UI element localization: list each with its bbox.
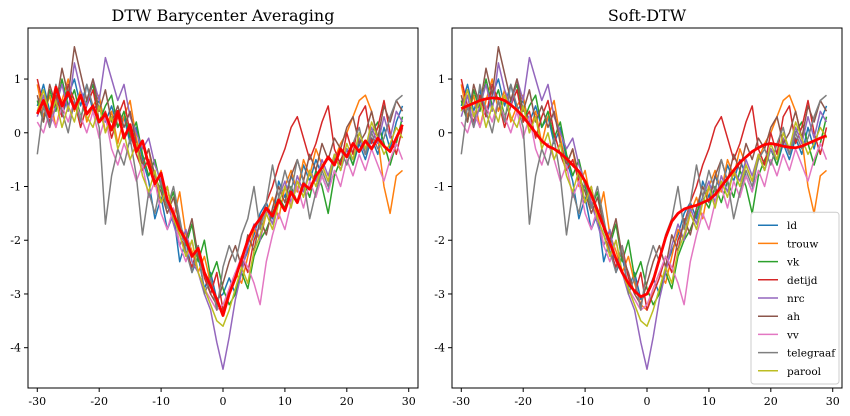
chart-title: Soft-DTW [608, 6, 687, 25]
y-tick-label: -3 [434, 288, 445, 301]
y-tick-label: -3 [10, 288, 21, 301]
legend-box [750, 211, 840, 385]
legend-label: trouw [787, 238, 818, 250]
legend-label: detijd [787, 275, 818, 287]
y-tick-label: 1 [438, 73, 445, 86]
x-tick-label: 20 [764, 395, 778, 408]
legend-item-trouw: trouw [758, 238, 818, 250]
x-tick-label: -30 [452, 395, 470, 408]
series-line-vv [460, 99, 828, 311]
legend-item-ld: ld [758, 220, 797, 232]
legend-label: ah [787, 311, 800, 323]
series-line-parool [36, 89, 404, 327]
x-tick-label: 30 [826, 395, 840, 408]
x-tick-label: 0 [644, 395, 651, 408]
chart-panel-dtw-barycenter-averaging: DTW Barycenter Averaging -30 -20 -10 0 10 20 3… [10, 6, 419, 408]
series-line-parool [460, 89, 828, 327]
y-tick-label: -1 [10, 181, 21, 194]
legend: ld trouw vk detijd nrc ah vv telegraaf parool [750, 211, 840, 385]
y-tick-label: -1 [434, 181, 445, 194]
legend-label: parool [787, 366, 822, 378]
y-tick-label: 0 [14, 127, 21, 140]
chart-title: DTW Barycenter Averaging [112, 6, 335, 25]
legend-label: ld [787, 220, 797, 232]
legend-item-telegraaf: telegraaf [758, 348, 836, 360]
legend-label: vv [786, 329, 799, 341]
y-tick-label: -4 [434, 342, 445, 355]
y-tick-label: 0 [438, 127, 445, 140]
legend-item-nrc: nrc [758, 293, 805, 305]
y-tick-label: -4 [10, 342, 21, 355]
y-tick-label: -2 [434, 234, 445, 247]
x-tick-label: -20 [514, 395, 532, 408]
x-tick-label: 20 [340, 395, 354, 408]
legend-item-detijd: detijd [758, 275, 818, 287]
axes-frame [27, 27, 419, 389]
x-tick-label: 30 [402, 395, 416, 408]
legend-label: nrc [787, 293, 805, 305]
x-tick-label: -10 [152, 395, 170, 408]
x-tick-label: -20 [90, 395, 108, 408]
x-tick-label: 0 [220, 395, 227, 408]
axes-frame [451, 27, 843, 389]
legend-label: vk [786, 257, 800, 269]
legend-item-vv: vv [758, 329, 799, 341]
x-tick-label: 10 [278, 395, 292, 408]
legend-item-parool: parool [758, 366, 822, 378]
barycenter-line [460, 96, 828, 299]
series-lines [36, 46, 404, 370]
series-line-ah [36, 46, 404, 306]
barycenter-line [36, 85, 404, 317]
legend-item-vk: vk [758, 257, 800, 269]
legend-item-ah: ah [758, 311, 800, 323]
series-line-telegraaf [460, 83, 827, 311]
x-tick-label: 10 [702, 395, 716, 408]
y-tick-label: -2 [10, 234, 21, 247]
x-tick-label: -10 [576, 395, 594, 408]
series-lines [460, 46, 828, 370]
x-tick-label: -30 [28, 395, 46, 408]
legend-label: telegraaf [787, 348, 836, 360]
y-tick-label: 1 [14, 73, 21, 86]
